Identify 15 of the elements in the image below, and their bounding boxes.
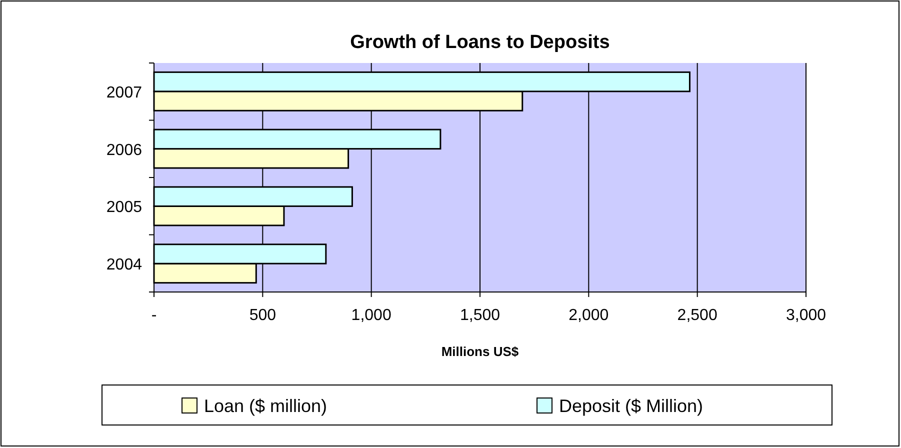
y-tick-label: 2005 [106,199,142,216]
x-tick-label: 1,500 [460,307,500,324]
x-axis-title: Millions US$ [441,344,520,359]
y-tick-label: 2006 [106,142,142,159]
x-tick-label: 2,000 [568,307,609,324]
legend-label: Loan ($ million) [204,396,328,416]
x-tick-label: - [151,307,157,324]
x-tick-label: 500 [249,307,276,324]
y-tick-label: 2004 [106,256,142,274]
x-tick-label: 1,000 [351,307,392,324]
chart-title: Growth of Loans to Deposits [350,32,610,53]
x-tick-label: 3,000 [786,307,826,324]
y-tick-label: 2007 [106,84,142,102]
x-tick-label: 2,500 [677,307,718,324]
legend-label: Deposit ($ Million) [559,396,704,416]
